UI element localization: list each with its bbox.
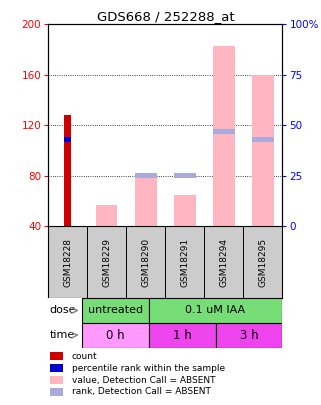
Text: GSM18295: GSM18295: [258, 238, 267, 287]
Bar: [252, 137, 274, 142]
Bar: [96, 205, 117, 226]
Bar: [174, 173, 195, 178]
Bar: [50, 364, 63, 372]
Bar: [252, 75, 274, 226]
Title: GDS668 / 252288_at: GDS668 / 252288_at: [97, 10, 234, 23]
Text: GSM18291: GSM18291: [180, 238, 189, 287]
Bar: [82, 323, 149, 347]
Bar: [149, 323, 215, 347]
Text: 1 h: 1 h: [173, 329, 191, 342]
Text: 3 h: 3 h: [240, 329, 258, 342]
Bar: [135, 178, 157, 226]
Text: rank, Detection Call = ABSENT: rank, Detection Call = ABSENT: [72, 388, 211, 396]
Text: value, Detection Call = ABSENT: value, Detection Call = ABSENT: [72, 375, 215, 385]
Text: dose: dose: [50, 305, 76, 315]
Bar: [149, 298, 282, 323]
Bar: [215, 323, 282, 347]
Bar: [174, 195, 195, 226]
Text: GSM18228: GSM18228: [63, 238, 72, 287]
Bar: [50, 352, 63, 360]
Bar: [64, 115, 72, 226]
Text: count: count: [72, 352, 97, 361]
Bar: [213, 46, 235, 226]
Text: time: time: [50, 330, 75, 340]
Text: 0 h: 0 h: [106, 329, 125, 342]
Bar: [213, 129, 235, 134]
Bar: [64, 137, 72, 142]
Text: GSM18290: GSM18290: [141, 238, 150, 287]
Bar: [50, 388, 63, 396]
Bar: [135, 173, 157, 178]
Text: GSM18294: GSM18294: [219, 238, 229, 287]
Text: untreated: untreated: [88, 305, 143, 315]
Bar: [82, 298, 149, 323]
Text: GSM18229: GSM18229: [102, 238, 111, 287]
Text: percentile rank within the sample: percentile rank within the sample: [72, 364, 225, 373]
Text: 0.1 uM IAA: 0.1 uM IAA: [186, 305, 246, 315]
Bar: [50, 376, 63, 384]
